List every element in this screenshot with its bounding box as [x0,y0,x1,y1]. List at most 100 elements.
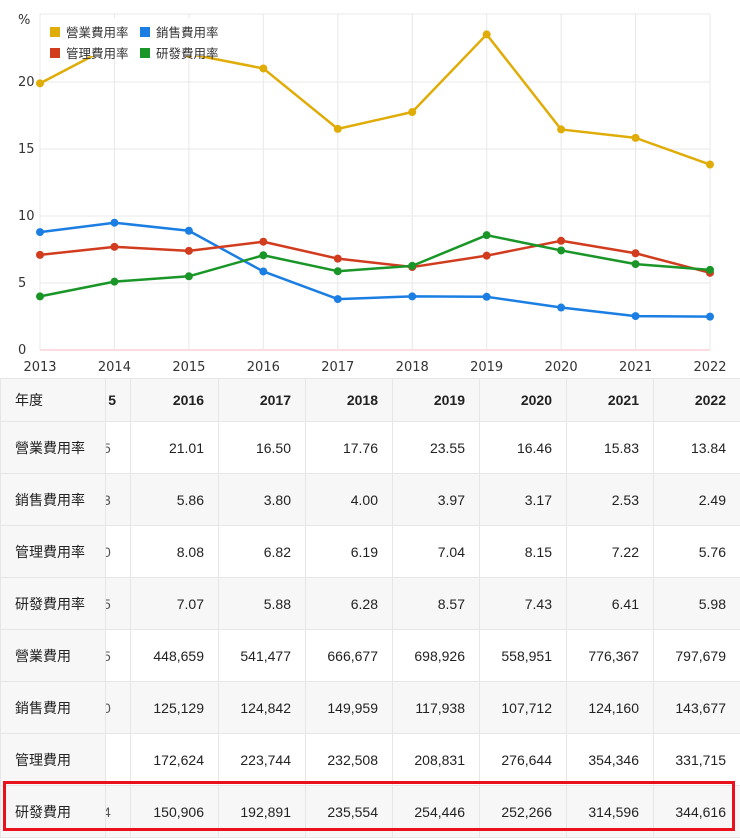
y-tick-label: 10 [18,209,35,224]
data-point[interactable] [36,79,44,87]
table-cell: 252,266 [480,786,567,838]
table-cell: 107,712 [480,682,567,734]
legend-swatch [140,48,150,58]
data-point[interactable] [334,125,342,133]
data-point[interactable] [557,125,565,133]
table-cell: 23.55 [393,422,480,474]
table-cell-partial [106,734,131,786]
table-cell: 448,659 [131,630,219,682]
table-cell-partial: 5 [106,578,131,630]
x-tick-label: 2019 [470,360,503,375]
table-row: 研發費用4150,906192,891235,554254,446252,266… [1,786,740,838]
data-point[interactable] [408,292,416,300]
data-point[interactable] [110,278,118,286]
data-point[interactable] [185,272,193,280]
row-label: 銷售費用 [1,682,106,734]
data-point[interactable] [259,267,267,275]
data-point[interactable] [334,267,342,275]
table-cell: 2.49 [654,474,740,526]
table-cell-partial: 5 [106,630,131,682]
table-cell: 541,477 [219,630,306,682]
data-point[interactable] [259,64,267,72]
table-row: 研發費用率57.075.886.288.577.436.415.98 [1,578,740,630]
data-point[interactable] [706,266,714,274]
data-point[interactable] [483,252,491,260]
data-point[interactable] [632,249,640,257]
y-tick-label: 15 [18,142,35,157]
y-tick-label: 0 [18,343,26,358]
data-point[interactable] [110,243,118,251]
table-cell: 208,831 [393,734,480,786]
data-point[interactable] [259,238,267,246]
row-label: 管理費用率 [1,526,106,578]
row-label: 銷售費用率 [1,474,106,526]
data-point[interactable] [632,134,640,142]
y-tick-label: 20 [18,75,35,90]
data-point[interactable] [259,251,267,259]
legend-label[interactable]: 研發費用率 [156,46,219,61]
x-tick-label: 2013 [23,360,56,375]
data-point[interactable] [408,262,416,270]
data-point[interactable] [632,312,640,320]
expense-data-table: 年度 5 2016 2017 2018 2019 2020 2021 2022 … [0,378,740,838]
data-point[interactable] [36,251,44,259]
legend-label[interactable]: 管理費用率 [66,46,129,61]
data-point[interactable] [110,219,118,227]
data-table-container[interactable]: 年度 5 2016 2017 2018 2019 2020 2021 2022 … [0,378,740,833]
data-point[interactable] [408,108,416,116]
data-point[interactable] [557,304,565,312]
legend-label[interactable]: 銷售費用率 [156,25,219,40]
table-cell: 150,906 [131,786,219,838]
data-point[interactable] [185,247,193,255]
table-row: 營業費用5448,659541,477666,677698,926558,951… [1,630,740,682]
table-cell: 666,677 [306,630,393,682]
table-cell: 344,616 [654,786,740,838]
table-cell: 17.76 [306,422,393,474]
data-point[interactable] [483,231,491,239]
chart-series [36,30,714,320]
data-point[interactable] [334,255,342,263]
table-cell: 5.88 [219,578,306,630]
data-point[interactable] [557,237,565,245]
data-point[interactable] [36,228,44,236]
data-point[interactable] [632,260,640,268]
legend-label[interactable]: 營業費用率 [66,25,129,40]
legend-swatch [50,48,60,58]
table-cell: 8.15 [480,526,567,578]
x-tick-label: 2020 [545,360,578,375]
data-point[interactable] [706,313,714,321]
table-cell: 7.07 [131,578,219,630]
table-cell: 314,596 [567,786,654,838]
table-cell: 192,891 [219,786,306,838]
legend-swatch [50,27,60,37]
x-tick-label: 2018 [396,360,429,375]
table-cell: 254,446 [393,786,480,838]
table-cell: 232,508 [306,734,393,786]
table-cell: 125,129 [131,682,219,734]
table-cell-partial: 3 [106,474,131,526]
data-point[interactable] [334,295,342,303]
data-point[interactable] [36,292,44,300]
data-point[interactable] [706,161,714,169]
table-cell: 117,938 [393,682,480,734]
table-cell: 354,346 [567,734,654,786]
table-cell: 276,644 [480,734,567,786]
year-header: 2021 [567,379,654,422]
table-cell: 235,554 [306,786,393,838]
x-tick-label: 2014 [98,360,131,375]
table-cell-partial: 4 [106,786,131,838]
table-cell: 172,624 [131,734,219,786]
table-cell: 776,367 [567,630,654,682]
table-cell: 3.97 [393,474,480,526]
year-header-partial: 5 [106,379,131,422]
data-point[interactable] [557,246,565,254]
year-header: 2018 [306,379,393,422]
data-point[interactable] [185,227,193,235]
data-point[interactable] [483,30,491,38]
data-point[interactable] [483,293,491,301]
table-cell-partial: 5 [106,422,131,474]
